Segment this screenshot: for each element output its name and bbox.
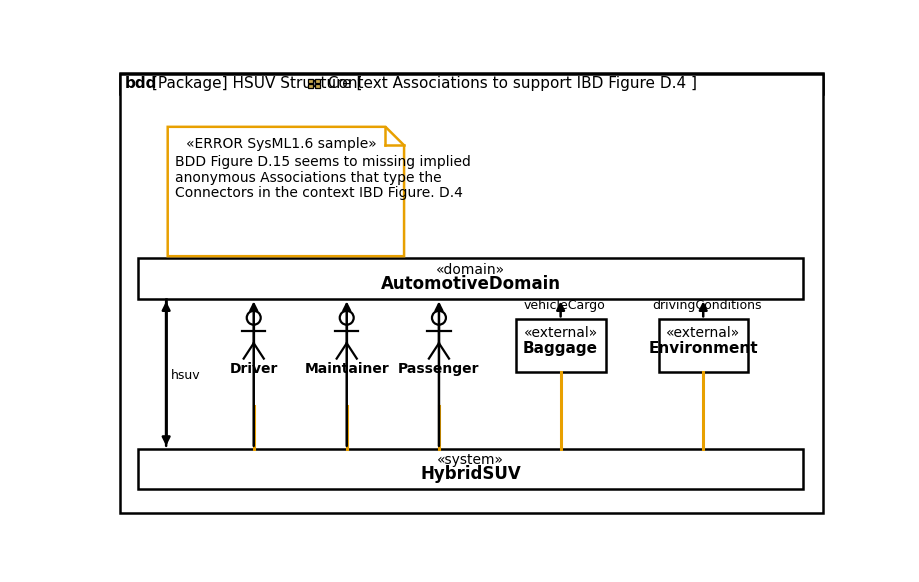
Text: hsuv: hsuv (171, 369, 200, 382)
Text: vehicleCargo: vehicleCargo (523, 299, 605, 312)
FancyBboxPatch shape (314, 79, 320, 83)
FancyBboxPatch shape (138, 258, 802, 299)
Text: Context Associations to support IBD Figure D.4 ]: Context Associations to support IBD Figu… (323, 76, 697, 91)
Text: Passenger: Passenger (398, 363, 479, 377)
Text: AutomotiveDomain: AutomotiveDomain (380, 275, 560, 293)
Text: BDD Figure D.15 seems to missing implied: BDD Figure D.15 seems to missing implied (176, 155, 471, 169)
FancyBboxPatch shape (308, 84, 313, 88)
FancyBboxPatch shape (516, 320, 605, 372)
FancyBboxPatch shape (119, 74, 823, 513)
Text: bdd: bdd (124, 76, 156, 91)
Text: «external»: «external» (523, 326, 597, 340)
Text: Maintainer: Maintainer (304, 363, 389, 377)
Text: Driver: Driver (229, 363, 278, 377)
FancyBboxPatch shape (308, 79, 313, 83)
Text: «system»: «system» (437, 453, 504, 467)
Text: drivingConditions: drivingConditions (652, 299, 761, 312)
Polygon shape (167, 127, 403, 256)
Text: HybridSUV: HybridSUV (420, 465, 520, 483)
Text: «external»: «external» (665, 326, 740, 340)
FancyBboxPatch shape (119, 73, 823, 94)
FancyBboxPatch shape (658, 320, 747, 372)
Text: Environment: Environment (648, 341, 757, 356)
Text: [Package] HSUV Structure [: [Package] HSUV Structure [ (147, 76, 362, 91)
Text: Baggage: Baggage (523, 341, 597, 356)
Text: Connectors in the context IBD Figure. D.4: Connectors in the context IBD Figure. D.… (176, 186, 463, 200)
Text: anonymous Associations that type the: anonymous Associations that type the (176, 171, 442, 184)
Text: «domain»: «domain» (436, 263, 505, 277)
FancyBboxPatch shape (314, 84, 320, 88)
Text: «ERROR SysML1.6 sample»: «ERROR SysML1.6 sample» (186, 137, 376, 151)
FancyBboxPatch shape (138, 449, 802, 489)
